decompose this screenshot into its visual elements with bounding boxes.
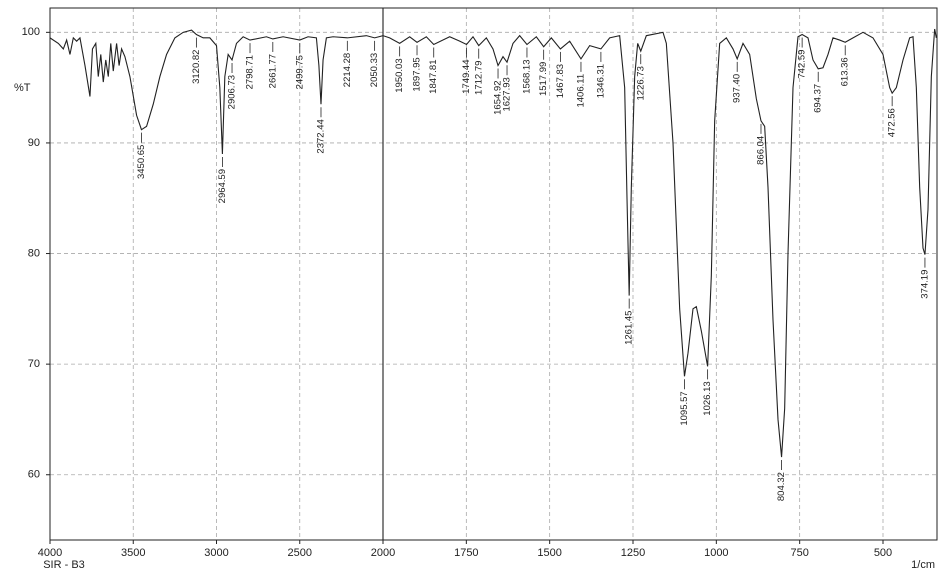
peak-label: 1026.13 [702, 381, 713, 415]
peak-label: 1950.03 [394, 58, 405, 92]
x-tick-label: 3000 [204, 547, 228, 559]
x-tick-label: 1250 [621, 547, 645, 559]
peak-label: 472.56 [887, 108, 898, 137]
peak-label: 1467.83 [555, 64, 566, 98]
peak-label: 2964.59 [217, 169, 228, 203]
y-axis-label: %T [14, 82, 31, 94]
peak-label: 1654.92 [493, 81, 504, 115]
x-axis-label: 1/cm [911, 559, 935, 571]
y-tick-label: 70 [28, 358, 40, 370]
sample-label: SIR - B3 [43, 559, 85, 571]
peak-label: 866.04 [756, 136, 767, 165]
peak-label: 742.59 [797, 50, 808, 79]
peak-label: 1712.79 [473, 61, 484, 95]
peak-label: 2499.75 [294, 55, 305, 89]
y-tick-label: 100 [22, 26, 40, 38]
x-tick-label: 4000 [38, 547, 62, 559]
x-tick-label: 2000 [371, 547, 395, 559]
peak-label: 2798.71 [245, 55, 256, 89]
peak-label: 1847.81 [428, 59, 439, 93]
peak-label: 1406.11 [575, 74, 586, 108]
x-tick-label: 1750 [454, 547, 478, 559]
spectrum-line [49, 28, 937, 458]
peak-label: 2372.44 [316, 119, 327, 153]
x-tick-label: 1500 [537, 547, 561, 559]
peak-label: 1568.13 [521, 59, 532, 93]
peak-label: 1897.95 [412, 57, 423, 91]
peak-label: 3450.65 [136, 145, 147, 179]
plot-frame [49, 7, 938, 541]
peak-label: 1749.44 [461, 59, 472, 93]
peak-label: 1095.57 [679, 391, 690, 425]
peak-label: 2661.77 [267, 54, 278, 88]
peak-label: 2214.28 [342, 53, 353, 87]
peak-label: 804.32 [776, 472, 787, 501]
y-tick-label: 90 [28, 137, 40, 149]
peak-label: 1261.45 [624, 311, 635, 345]
peak-label: 613.36 [840, 57, 851, 86]
peak-label: 374.19 [919, 270, 930, 299]
x-tick-label: 500 [874, 547, 892, 559]
y-tick-label: 80 [28, 247, 40, 259]
x-tick-label: 1000 [704, 547, 728, 559]
y-tick-label: 60 [28, 469, 40, 481]
peak-label: 1517.99 [538, 62, 549, 96]
x-tick-label: 750 [790, 547, 808, 559]
peak-label: 2906.73 [227, 75, 238, 109]
peak-label: 1226.73 [635, 66, 646, 100]
peak-label: 2050.33 [369, 53, 380, 87]
peak-label: 1346.31 [595, 64, 606, 98]
peak-label: 694.37 [813, 84, 824, 113]
peak-label: 937.40 [732, 74, 743, 103]
x-tick-label: 2500 [288, 547, 312, 559]
peak-label: 3120.82 [191, 50, 202, 84]
peak-label: 1627.93 [502, 77, 513, 111]
x-tick-label: 3500 [121, 547, 145, 559]
